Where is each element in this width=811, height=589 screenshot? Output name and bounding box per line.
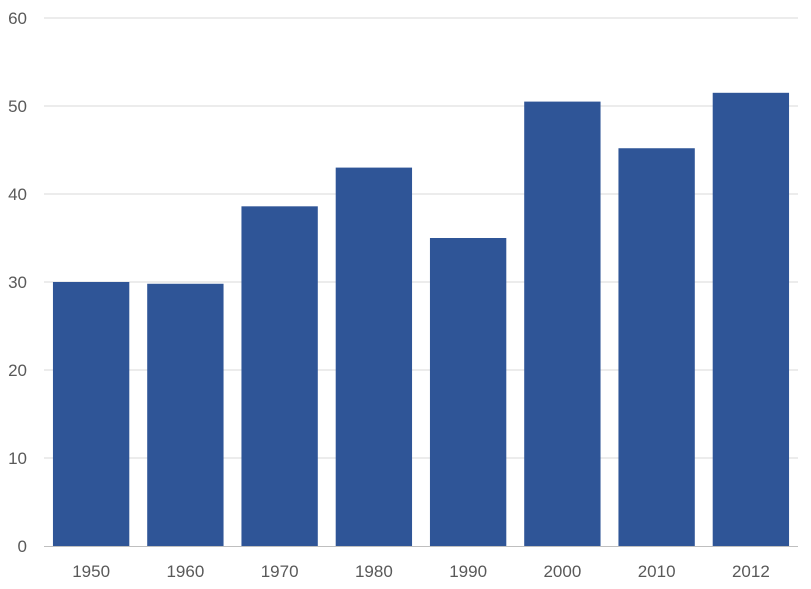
x-tick-label: 2012 xyxy=(732,562,770,581)
x-axis-tick-labels: 1950 1960 1970 1980 1990 2000 2010 2012 xyxy=(72,562,770,581)
y-tick-label: 50 xyxy=(8,97,27,116)
y-tick-label: 20 xyxy=(8,361,27,380)
x-tick-label: 1980 xyxy=(355,562,393,581)
bar-2010 xyxy=(618,148,695,547)
y-tick-label: 30 xyxy=(8,273,27,292)
x-tick-label: 1990 xyxy=(449,562,487,581)
bar-1970 xyxy=(241,206,318,546)
y-tick-label: 0 xyxy=(18,537,27,556)
bar-1950 xyxy=(52,282,130,546)
x-tick-label: 1950 xyxy=(72,562,110,581)
x-tick-label: 1960 xyxy=(166,562,204,581)
bar-1960 xyxy=(147,283,224,546)
y-tick-label: 40 xyxy=(8,185,27,204)
x-tick-label: 2010 xyxy=(638,562,676,581)
bar-1980 xyxy=(335,167,413,546)
x-tick-label: 1970 xyxy=(261,562,299,581)
y-axis-tick-labels: 0 10 20 30 40 50 60 xyxy=(8,9,27,556)
x-tick-label: 2000 xyxy=(543,562,581,581)
y-tick-label: 60 xyxy=(8,9,27,28)
bar-2012 xyxy=(712,92,790,547)
bar-1990 xyxy=(429,238,507,546)
bar-2000 xyxy=(524,101,601,546)
y-tick-label: 10 xyxy=(8,449,27,468)
bars xyxy=(52,92,790,547)
